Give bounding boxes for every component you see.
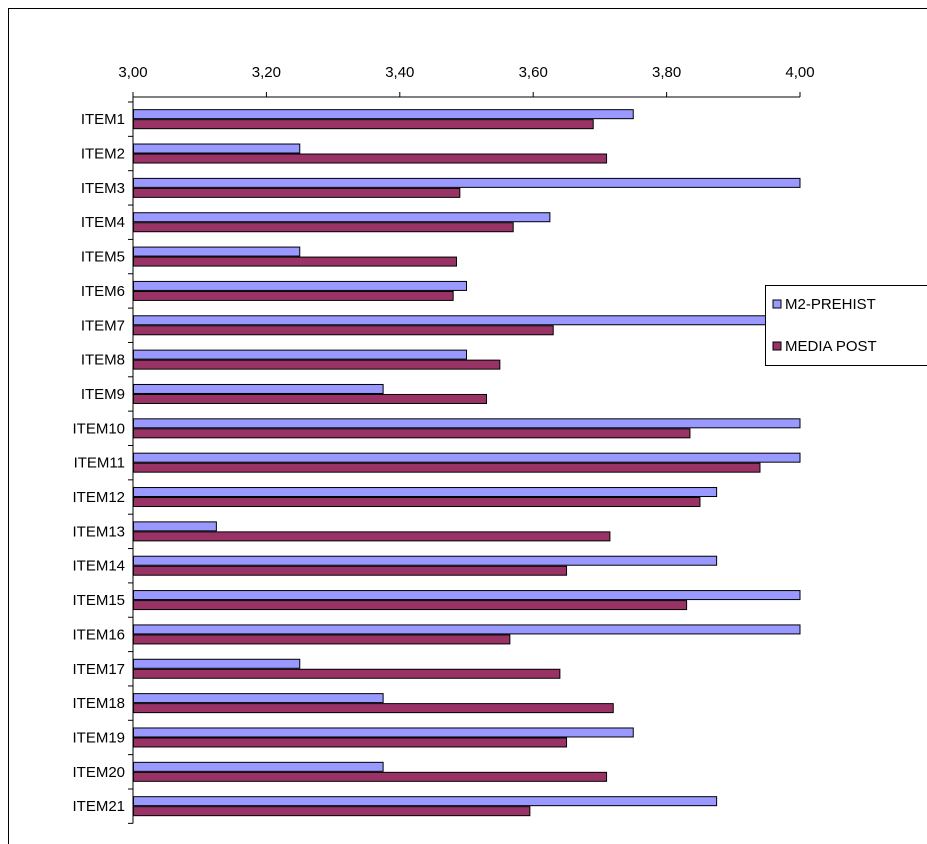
bar-series1 bbox=[133, 452, 801, 463]
bar-series1 bbox=[133, 143, 301, 154]
legend-label: M2-PREHIST bbox=[785, 296, 876, 313]
category-label: ITEM4 bbox=[81, 214, 125, 231]
bar-series2 bbox=[133, 256, 457, 267]
bar-series2 bbox=[133, 737, 568, 748]
bar-series2 bbox=[133, 703, 614, 714]
category-label: ITEM6 bbox=[81, 283, 125, 300]
category-label: ITEM14 bbox=[72, 558, 125, 575]
bar-series2 bbox=[133, 325, 554, 336]
bar-series2 bbox=[133, 153, 608, 164]
bar-series2 bbox=[133, 600, 688, 611]
category-label: ITEM5 bbox=[81, 249, 125, 266]
x-tick-label: 3,20 bbox=[252, 64, 281, 81]
bar-series2 bbox=[133, 771, 608, 782]
bar-series1 bbox=[133, 693, 384, 704]
bar-series1 bbox=[133, 521, 217, 532]
value-axis: 3,00 3,20 3,40 3,60 3,80 4,00 bbox=[118, 64, 815, 98]
category-label: ITEM12 bbox=[72, 489, 125, 506]
category-label: ITEM11 bbox=[74, 455, 125, 472]
category-label: ITEM18 bbox=[72, 695, 125, 712]
bar-series2 bbox=[133, 806, 531, 817]
bar-series1 bbox=[133, 658, 301, 669]
bar-series2 bbox=[133, 222, 514, 233]
bar-series1 bbox=[133, 177, 801, 188]
bar-series1 bbox=[133, 796, 718, 807]
category-label: ITEM17 bbox=[72, 661, 125, 678]
bar-series1 bbox=[133, 727, 634, 738]
bar-series2 bbox=[133, 290, 454, 301]
bar-series1 bbox=[133, 246, 301, 257]
bar-series2 bbox=[133, 359, 501, 370]
legend-swatch bbox=[772, 299, 782, 309]
category-label: ITEM8 bbox=[81, 352, 125, 369]
bar-series1 bbox=[133, 555, 718, 566]
category-label: ITEM20 bbox=[72, 764, 125, 781]
bar-series2 bbox=[133, 497, 701, 508]
bar-series1 bbox=[133, 349, 467, 360]
category-label: ITEM19 bbox=[72, 729, 125, 746]
x-tick-label: 3,40 bbox=[385, 64, 414, 81]
legend-swatch bbox=[772, 341, 782, 351]
bar-series1 bbox=[133, 487, 718, 498]
bar-series1 bbox=[133, 761, 384, 772]
category-label: ITEM10 bbox=[72, 420, 125, 437]
bar-series1 bbox=[133, 280, 467, 291]
bar-series2 bbox=[133, 119, 594, 130]
bar-series1 bbox=[133, 624, 801, 635]
x-tick-label: 4,00 bbox=[785, 64, 814, 81]
bar-series2 bbox=[133, 634, 511, 645]
category-label: ITEM9 bbox=[81, 386, 125, 403]
bar-series2 bbox=[133, 187, 461, 198]
bar-series1 bbox=[133, 590, 801, 601]
bar-series1 bbox=[133, 212, 551, 223]
x-tick-label: 3,60 bbox=[519, 64, 548, 81]
bar-series2 bbox=[133, 565, 568, 576]
bar-series2 bbox=[133, 462, 761, 473]
category-label: ITEM1 bbox=[81, 111, 125, 128]
bar-series1 bbox=[133, 109, 634, 120]
category-label: ITEM15 bbox=[72, 592, 125, 609]
bars-group bbox=[133, 109, 801, 817]
bar-series1 bbox=[133, 418, 801, 429]
bar-series2 bbox=[133, 531, 611, 542]
category-label: ITEM21 bbox=[72, 798, 125, 815]
legend: M2-PREHIST MEDIA POST bbox=[765, 285, 927, 366]
bar-series2 bbox=[133, 393, 488, 404]
bar-series1 bbox=[133, 315, 801, 326]
bar-series1 bbox=[133, 383, 384, 394]
bar-series2 bbox=[133, 668, 561, 679]
category-label: ITEM2 bbox=[81, 146, 125, 163]
bar-series2 bbox=[133, 428, 691, 439]
x-tick-label: 3,00 bbox=[118, 64, 147, 81]
category-label: ITEM16 bbox=[72, 626, 125, 643]
category-label: ITEM3 bbox=[81, 180, 125, 197]
legend-box bbox=[765, 285, 927, 366]
category-label: ITEM13 bbox=[72, 523, 125, 540]
legend-label: MEDIA POST bbox=[785, 338, 877, 355]
category-label: ITEM7 bbox=[81, 317, 125, 334]
x-tick-label: 3,80 bbox=[652, 64, 681, 81]
category-axis: ITEM1 ITEM2 ITEM3 ITEM4 ITEM5 ITEM6 ITEM7 ITEM8… bbox=[72, 97, 134, 824]
